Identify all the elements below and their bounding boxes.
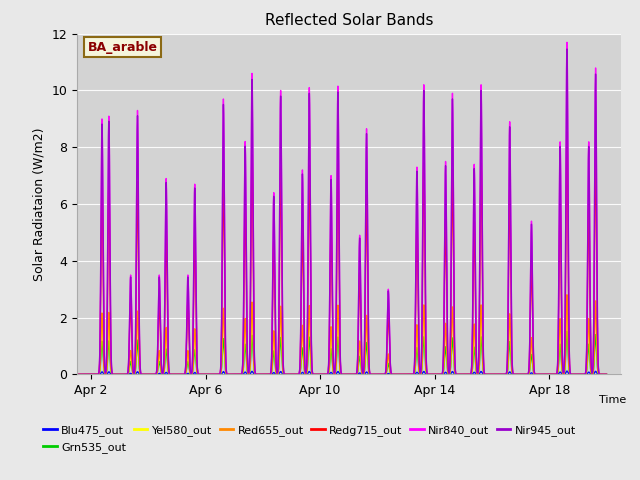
- Legend: Blu475_out, Grn535_out, Yel580_out, Red655_out, Redg715_out, Nir840_out, Nir945_: Blu475_out, Grn535_out, Yel580_out, Red6…: [39, 421, 580, 457]
- Text: BA_arable: BA_arable: [88, 41, 157, 54]
- Text: Time: Time: [599, 395, 626, 405]
- Title: Reflected Solar Bands: Reflected Solar Bands: [264, 13, 433, 28]
- Y-axis label: Solar Radiataion (W/m2): Solar Radiataion (W/m2): [33, 127, 45, 281]
